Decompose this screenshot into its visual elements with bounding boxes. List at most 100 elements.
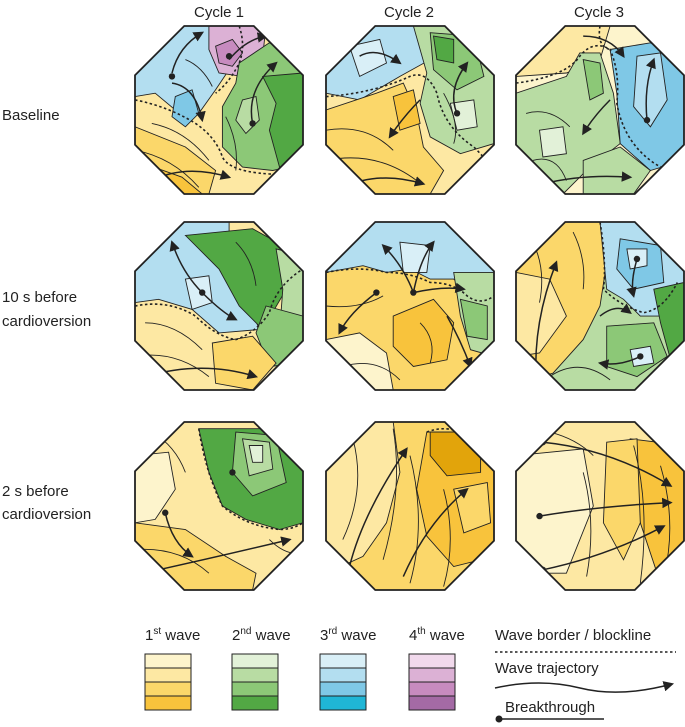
breakthrough-dot	[410, 289, 417, 296]
breakthrough-dot	[643, 116, 651, 124]
legend-swatch	[231, 695, 279, 711]
breakthrough-dot	[453, 110, 461, 117]
activation-region	[633, 52, 668, 128]
isochrone-line	[409, 455, 419, 584]
map-panel-r3-c1	[134, 421, 304, 591]
wave-trajectory-arrow	[164, 512, 194, 558]
wave-trajectory-arrow	[412, 240, 435, 293]
legend-swatch	[408, 695, 456, 711]
isochrone-line	[419, 322, 433, 364]
activation-region	[348, 38, 388, 78]
activation-region	[459, 298, 488, 341]
wave-border-line	[198, 428, 303, 531]
row-label-3-line-2: cardioversion	[2, 506, 91, 523]
breakthrough-dot	[633, 255, 641, 263]
legend-key-breakthrough: Breakthrough	[505, 699, 595, 716]
wave-border-line	[215, 26, 244, 94]
panel-outline	[325, 421, 495, 591]
panel-outline	[134, 221, 304, 391]
map-panel-r2-c1	[134, 221, 304, 391]
isochrone-line	[382, 428, 398, 560]
legend-wave-2: 2nd wave	[231, 626, 291, 711]
legend-wave-label: 2nd wave	[232, 626, 291, 644]
breakthrough-dot	[637, 353, 644, 360]
row-labels: Baseline 10 s before cardioversion 2 s befo…	[2, 107, 91, 523]
map-panel-r2-c2	[325, 221, 495, 391]
legend-wave-1: 1st wave	[144, 626, 200, 711]
activation-region	[248, 445, 264, 463]
legend-wave-4: 4th wave	[408, 626, 465, 711]
legend-wave-label: 4th wave	[409, 626, 465, 644]
breakthrough-dot	[536, 512, 543, 520]
legend-swatch	[231, 681, 279, 697]
column-header-3: Cycle 3	[574, 4, 624, 21]
legend-swatch	[144, 667, 192, 683]
legend-swatch	[231, 653, 279, 669]
activation-region	[135, 451, 176, 524]
wave-trajectory-arrow	[201, 292, 238, 321]
legend-key-wave-trajectory: Wave trajectory	[495, 660, 599, 677]
isochrone-line	[326, 128, 394, 151]
panel-outline	[515, 221, 685, 391]
legend-wave-3: 3rd wave	[319, 626, 376, 711]
legend-swatch	[144, 681, 192, 697]
isochrone-line	[145, 322, 203, 351]
activation-region	[399, 241, 431, 273]
map-panel-r1-c3	[515, 25, 685, 195]
isochrone-line	[342, 438, 359, 540]
wave-border-line	[135, 268, 303, 341]
wave-border-line	[516, 44, 684, 171]
row-label-2-line-1: 10 s before	[2, 289, 77, 306]
breakthrough-dot	[249, 120, 256, 127]
isochrone-line	[185, 59, 213, 87]
wave-trajectory-arrow	[402, 487, 469, 577]
isochrone-line	[443, 92, 457, 144]
activation-region	[215, 38, 244, 67]
wave-border-line	[598, 26, 611, 51]
wave-trajectory-arrow	[171, 82, 206, 123]
wave-trajectory-arrow	[542, 441, 673, 487]
column-headers: Cycle 1 Cycle 2 Cycle 3	[194, 4, 624, 21]
wave-border-line	[326, 268, 494, 302]
legend-keys: Wave border / blockline Wave trajectory Br…	[494, 627, 676, 723]
isochrone-line	[572, 231, 585, 290]
legend-key-wave-border: Wave border / blockline	[495, 627, 651, 644]
panel-outline	[325, 221, 495, 391]
legend-trajectory-arrow	[494, 681, 675, 693]
row-label-3-line-1: 2 s before	[2, 483, 69, 500]
row-label-2-line-2: cardioversion	[2, 313, 91, 330]
legend-swatch	[319, 653, 367, 669]
isochrone-line	[151, 122, 210, 161]
legend-swatch	[408, 667, 456, 683]
wave-trajectory-arrow	[539, 497, 673, 517]
legend-swatch	[144, 695, 192, 711]
wave-trajectory-arrow	[171, 31, 205, 74]
wave-border-line	[135, 99, 303, 176]
panel-outline	[325, 25, 495, 195]
breakthrough-dot	[199, 289, 206, 296]
wave-trajectory-arrow	[446, 315, 473, 369]
isochrone-line	[525, 111, 571, 128]
wave-trajectory-arrow	[542, 525, 666, 571]
isochrone-line	[326, 295, 384, 308]
wave-trajectory-arrow	[583, 35, 625, 58]
wave-trajectory-arrow	[582, 99, 611, 136]
breakthrough-dot	[373, 289, 380, 296]
legend-swatch	[231, 667, 279, 683]
wave-trajectory-arrow	[158, 536, 292, 571]
panel-outline	[134, 421, 304, 591]
panel-outline	[134, 25, 304, 195]
isochrone-line	[532, 158, 567, 181]
wave-trajectory-arrow	[597, 355, 641, 370]
legend-swatch	[319, 681, 367, 697]
wave-trajectory-arrow	[338, 291, 377, 335]
breakthrough-dot	[162, 509, 169, 516]
wave-trajectory-arrow	[250, 61, 278, 124]
activation-region	[582, 59, 604, 101]
wave-border-line	[426, 427, 494, 437]
isochrone-line	[225, 116, 237, 171]
wave-trajectory-arrow	[645, 57, 656, 121]
wave-trajectory-arrow	[348, 447, 408, 567]
wave-trajectory-arrow	[599, 303, 632, 317]
activation-region	[392, 298, 455, 367]
